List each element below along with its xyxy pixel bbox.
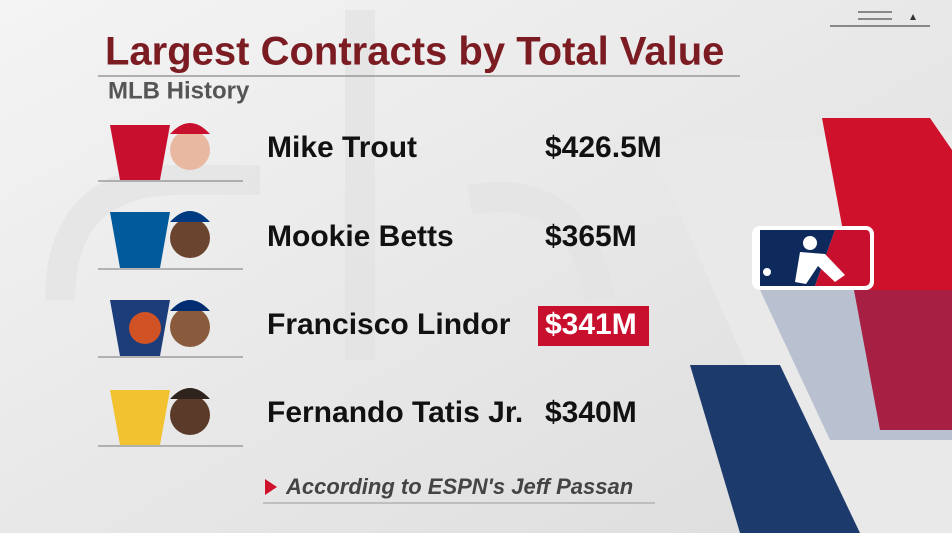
arrow-icon	[910, 14, 916, 20]
contract-value: $365M	[545, 220, 637, 253]
player-name: Francisco Lindor	[267, 308, 511, 341]
contract-value: $341M	[545, 308, 637, 341]
player-photo	[170, 218, 210, 258]
mlb-logo	[752, 226, 874, 290]
player-name: Fernando Tatis Jr.	[267, 396, 523, 429]
team-logo	[110, 212, 170, 268]
row: Mike Trout $426.5M	[98, 123, 662, 182]
row: Francisco Lindor $341M	[98, 300, 649, 358]
row: Fernando Tatis Jr. $340M	[98, 388, 637, 447]
shadow	[760, 290, 952, 440]
red-stripe	[822, 118, 952, 430]
player-name: Mookie Betts	[267, 220, 454, 253]
bullet	[265, 479, 277, 495]
highlight	[538, 306, 649, 346]
player-photo	[170, 130, 210, 170]
title: Largest Contracts by Total Value	[105, 30, 724, 74]
blue-stripe	[690, 365, 860, 533]
subtitle: MLB History	[108, 77, 250, 104]
team-logo	[110, 125, 170, 180]
menu-icon	[830, 11, 930, 27]
contract-value: $426.5M	[545, 131, 662, 164]
player-name: Mike Trout	[267, 131, 417, 164]
footnote: According to ESPN's Jeff Passan	[285, 474, 633, 499]
player-photo	[170, 395, 210, 435]
player-photo	[170, 307, 210, 347]
contract-value: $340M	[545, 396, 637, 429]
team-logo	[110, 390, 170, 445]
row: Mookie Betts $365M	[98, 211, 637, 270]
